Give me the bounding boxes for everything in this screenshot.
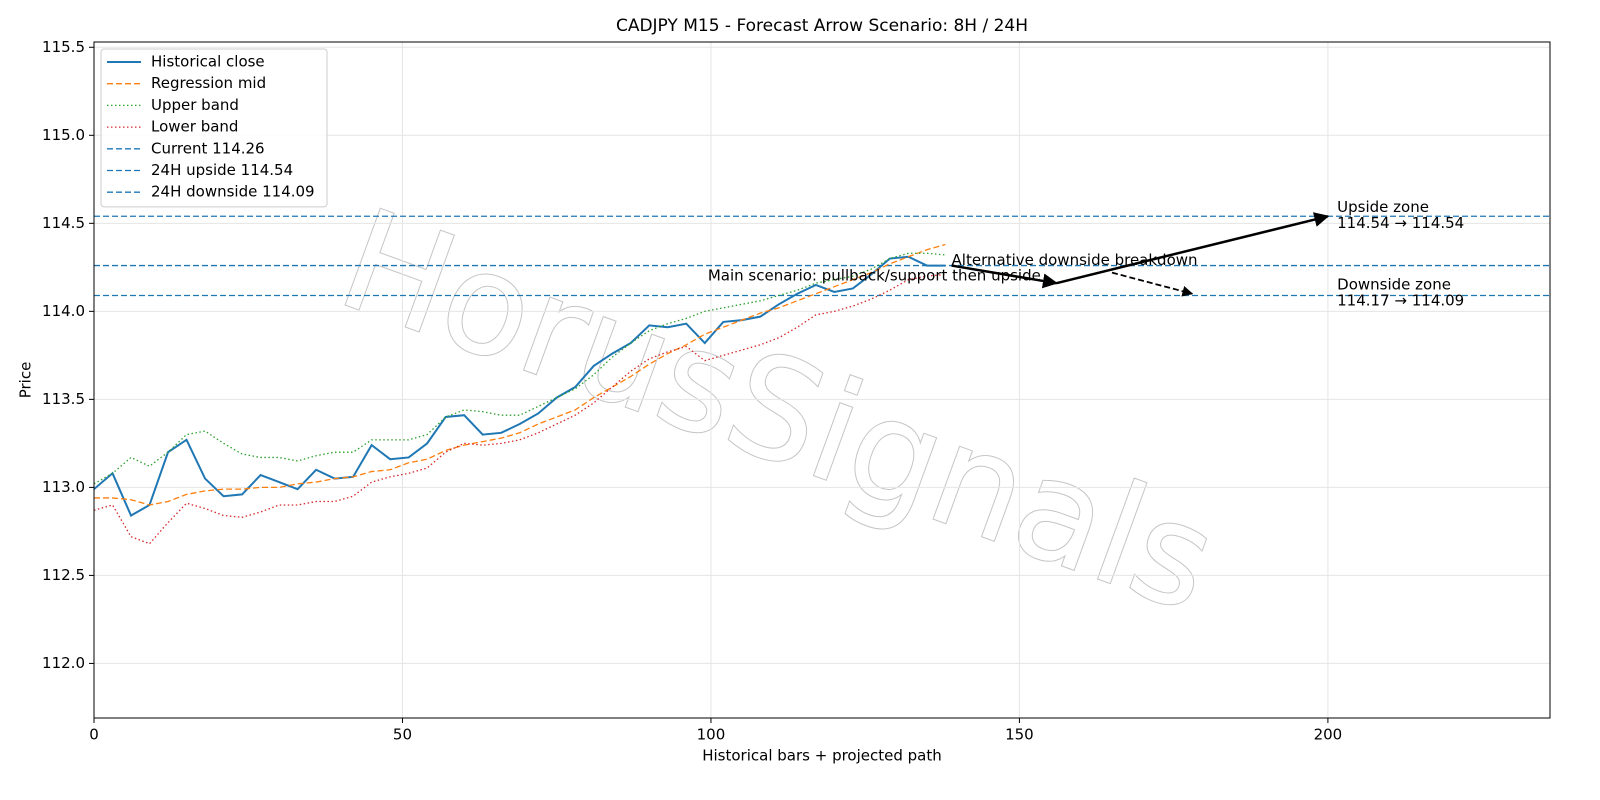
x-tick-label: 0	[89, 726, 99, 744]
x-tick-label: 50	[393, 726, 412, 744]
legend-box	[100, 48, 328, 208]
legend-label: Historical close	[151, 53, 265, 71]
x-axis-label: Historical bars + projected path	[702, 747, 942, 765]
axes-frame	[93, 41, 1551, 719]
scenario-arrow	[951, 264, 1058, 289]
annotation: Downside zone	[1337, 275, 1451, 293]
series-line	[94, 243, 946, 506]
y-tick-label: 112.5	[42, 566, 85, 584]
annotation: 114.17 → 114.09	[1337, 291, 1464, 309]
legend-label: Lower band	[151, 118, 238, 136]
annotation: 114.54 → 114.54	[1337, 214, 1464, 232]
y-tick-label: 112.0	[42, 654, 85, 672]
legend-label: 24H upside 114.54	[151, 161, 293, 179]
y-tick-label: 114.5	[42, 214, 85, 232]
series-line	[94, 255, 946, 517]
legend-label: 24H downside 114.09	[151, 183, 315, 201]
annotation: Alternative downside breakdown	[952, 251, 1198, 269]
scenario-arrow	[1111, 271, 1194, 297]
annotation: Main scenario: pullback/support then ups…	[708, 267, 1041, 285]
annotation: Upside zone	[1337, 198, 1429, 216]
legend-label: Upper band	[151, 96, 239, 114]
y-tick-label: 114.0	[42, 302, 85, 320]
y-tick-label: 113.5	[42, 390, 85, 408]
legend-label: Regression mid	[151, 74, 266, 92]
legend-label: Current 114.26	[151, 139, 265, 157]
y-tick-label: 113.0	[42, 478, 85, 496]
y-tick-label: 115.5	[42, 38, 85, 56]
y-axis-label: Price	[17, 362, 35, 399]
y-tick-label: 115.0	[42, 126, 85, 144]
scenario-arrow	[1056, 212, 1330, 285]
x-tick-label: 150	[1005, 726, 1034, 744]
chart-title: CADJPY M15 - Forecast Arrow Scenario: 8H…	[616, 16, 1028, 36]
x-tick-label: 200	[1314, 726, 1343, 744]
x-tick-label: 100	[697, 726, 726, 744]
